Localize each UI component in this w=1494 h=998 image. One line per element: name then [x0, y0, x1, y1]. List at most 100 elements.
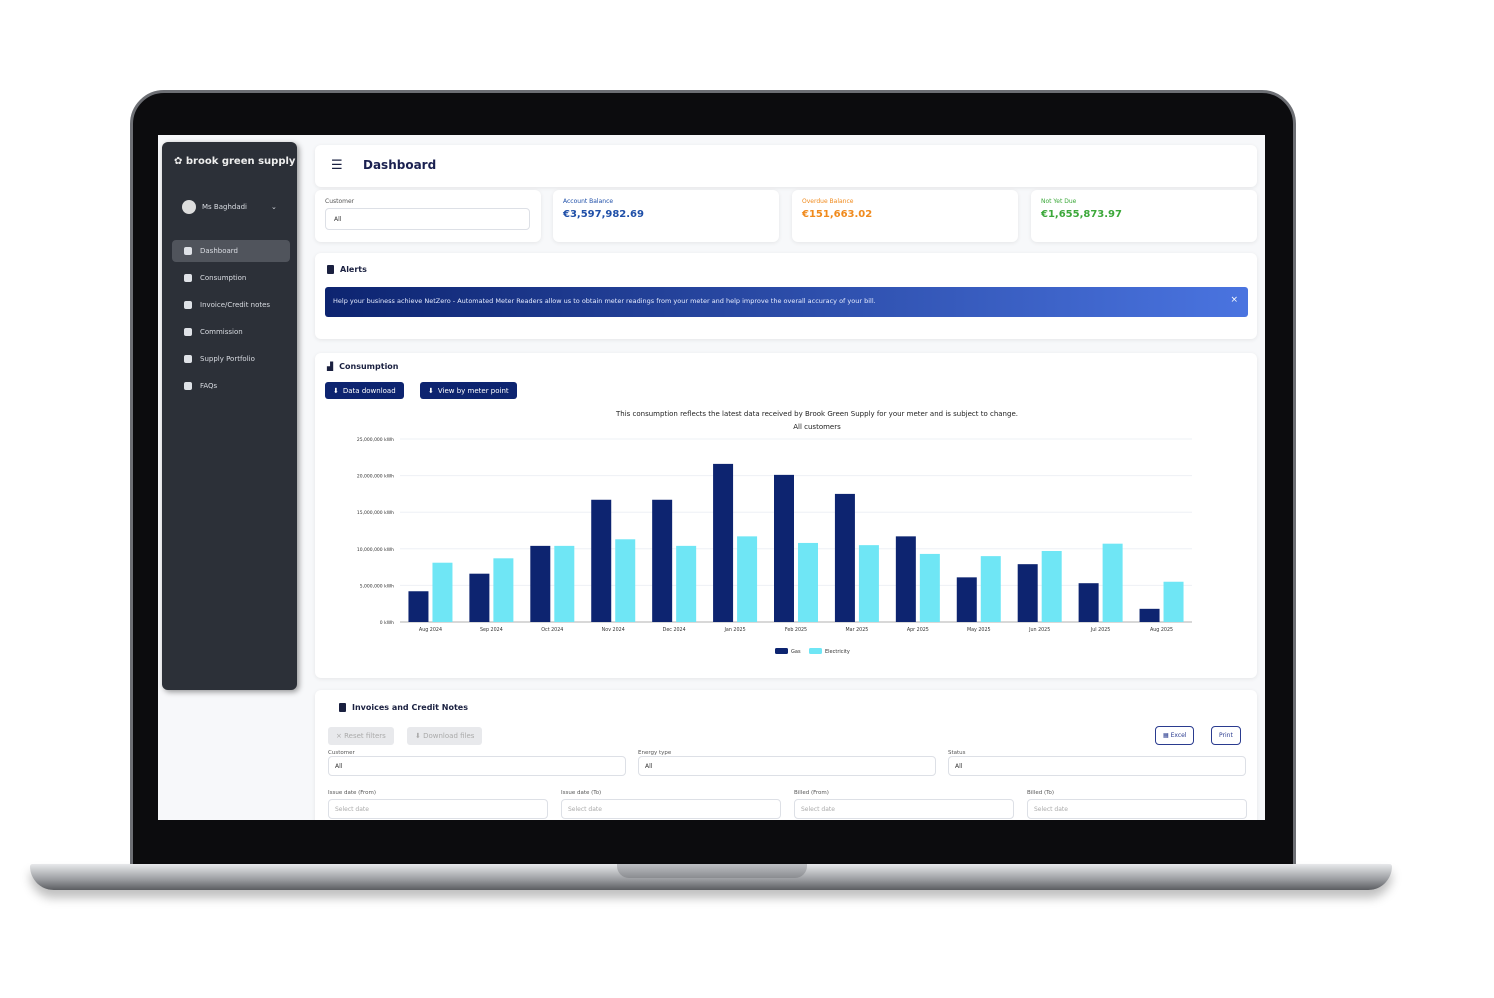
y-tick-label: 25,000,000 kWh	[357, 437, 394, 443]
close-icon[interactable]: ×	[1230, 295, 1238, 305]
bar-gas	[713, 463, 734, 622]
chat-icon	[184, 382, 192, 390]
consumption-card: ▟ Consumption ⬇ Data download ⬇ View by met…	[315, 353, 1257, 678]
filter-select[interactable]: All	[948, 756, 1246, 776]
hamburger-menu-icon[interactable]: ☰	[331, 158, 343, 173]
top-header: ☰ Dashboard	[315, 145, 1257, 187]
legend-swatch	[775, 648, 788, 654]
consumption-chart: 0 kWh 5,000,000 kWh 10,000,000 kWh 15,000,0…	[357, 437, 1192, 655]
customer-card: Customer All	[315, 190, 541, 242]
x-tick-label: Mar 2025	[846, 627, 869, 633]
date-input[interactable]: Select date	[1027, 799, 1247, 819]
date-input[interactable]: Select date	[561, 799, 781, 819]
data-download-button[interactable]: ⬇ Data download	[325, 382, 404, 399]
excel-button[interactable]: ▦ Excel	[1155, 726, 1195, 745]
print-button[interactable]: Print	[1211, 726, 1241, 745]
alerts-heading: Alerts	[327, 265, 367, 274]
bar-electricity	[1163, 581, 1184, 622]
x-tick-label: Dec 2024	[663, 627, 686, 633]
alerts-card: Alerts Help your business achieve NetZer…	[315, 253, 1257, 339]
page-title: Dashboard	[363, 158, 437, 172]
customer-label: Customer	[325, 198, 355, 205]
date-filter[interactable]: Issue date (To) Select date	[561, 790, 781, 819]
bar-gas	[834, 493, 855, 622]
account-balance-label: Account Balance	[563, 198, 614, 205]
sidebar-item-label: Dashboard	[200, 247, 238, 255]
bar-electricity	[493, 558, 514, 622]
filter-customer[interactable]: Customer All	[328, 750, 626, 776]
data-download-label: Data download	[342, 386, 396, 395]
date-filter[interactable]: Billed (From) Select date	[794, 790, 1014, 819]
sidebar-item-dashboard[interactable]: Dashboard	[172, 240, 290, 262]
bar-gas	[591, 499, 612, 622]
alert-message: Help your business achieve NetZero - Aut…	[333, 297, 876, 305]
bar-electricity	[554, 545, 575, 622]
calculator-icon	[184, 328, 192, 336]
bar-electricity	[1102, 543, 1123, 622]
bar-electricity	[737, 536, 758, 622]
sidebar-item-commission[interactable]: Commission	[172, 321, 290, 343]
x-tick-label: Apr 2025	[907, 627, 929, 633]
download-files-button[interactable]: ⬇ Download files	[407, 727, 483, 745]
x-tick-label: Feb 2025	[785, 627, 807, 633]
invoices-card: Invoices and Credit Notes × Reset filter…	[315, 690, 1257, 820]
x-tick-label: Nov 2024	[602, 627, 625, 633]
filter-select[interactable]: All	[638, 756, 936, 776]
account-balance-card: Account Balance €3,597,982.69	[553, 190, 779, 242]
bar-electricity	[798, 542, 818, 622]
user-menu[interactable]: Ms Baghdadi ⌄	[182, 200, 277, 214]
customer-select[interactable]: All	[325, 208, 530, 230]
sidebar-item-faqs[interactable]: FAQs	[172, 375, 290, 397]
legend-label: Gas	[791, 649, 801, 655]
x-tick-label: Sep 2024	[480, 627, 503, 633]
date-filter-label: Billed (From)	[794, 790, 829, 796]
brand-logo[interactable]: ✿ brook green supply	[174, 156, 296, 167]
filter-select[interactable]: All	[328, 756, 626, 776]
bar-gas	[530, 545, 551, 622]
invoices-heading: Invoices and Credit Notes	[339, 703, 468, 712]
y-tick-label: 5,000,000 kWh	[360, 583, 394, 589]
document-icon	[184, 301, 192, 309]
sidebar-item-label: FAQs	[200, 382, 218, 390]
sidebar-item-consumption[interactable]: Consumption	[172, 267, 290, 289]
overdue-label: Overdue Balance	[802, 198, 854, 205]
filter-status[interactable]: Status All	[948, 750, 1246, 776]
bar-gas	[956, 577, 977, 622]
download-icon: ⬇	[333, 386, 339, 395]
filter-label: Customer	[328, 750, 355, 756]
x-tick-label: May 2025	[967, 627, 991, 633]
sidebar-item-supply-portfolio[interactable]: Supply Portfolio	[172, 348, 290, 370]
not-yet-due-label: Not Yet Due	[1041, 198, 1077, 205]
filter-label: Energy type	[638, 750, 672, 756]
date-input[interactable]: Select date	[794, 799, 1014, 819]
not-yet-due-value: €1,655,873.97	[1041, 209, 1122, 220]
sidebar-item-invoice-credit-notes[interactable]: Invoice/Credit notes	[172, 294, 290, 316]
chart-icon: ▟	[327, 362, 334, 371]
user-avatar-icon	[182, 200, 196, 214]
date-input[interactable]: Select date	[328, 799, 548, 819]
x-tick-label: Jul 2025	[1090, 627, 1111, 633]
sidebar-item-label: Invoice/Credit notes	[200, 301, 271, 309]
invoices-title: Invoices and Credit Notes	[352, 703, 468, 712]
filter-energy-type[interactable]: Energy type All	[638, 750, 936, 776]
bar-electricity	[676, 545, 697, 622]
bar-gas	[408, 591, 429, 622]
overdue-value: €151,663.02	[802, 209, 873, 220]
bar-gas	[1017, 564, 1038, 622]
consumption-title: Consumption	[339, 362, 399, 371]
filter-label: Status	[948, 750, 966, 756]
reset-filters-button[interactable]: × Reset filters	[328, 727, 394, 745]
view-by-meter-label: View by meter point	[437, 386, 509, 395]
alert-banner: Help your business achieve NetZero - Aut…	[325, 287, 1248, 317]
sidebar: ✿ brook green supply Ms Baghdadi ⌄ Dashbo…	[162, 142, 297, 690]
bar-gas	[895, 536, 916, 622]
bar-gas	[469, 573, 490, 622]
view-by-meter-button[interactable]: ⬇ View by meter point	[420, 382, 517, 399]
dashboard-icon	[184, 247, 192, 255]
x-tick-label: Aug 2024	[419, 627, 442, 633]
date-filter[interactable]: Billed (To) Select date	[1027, 790, 1247, 819]
date-filter-label: Billed (To)	[1027, 790, 1055, 796]
overdue-balance-card: Overdue Balance €151,663.02	[792, 190, 1018, 242]
date-filter[interactable]: Issue date (From) Select date	[328, 790, 548, 819]
invoice-icon	[339, 703, 346, 712]
